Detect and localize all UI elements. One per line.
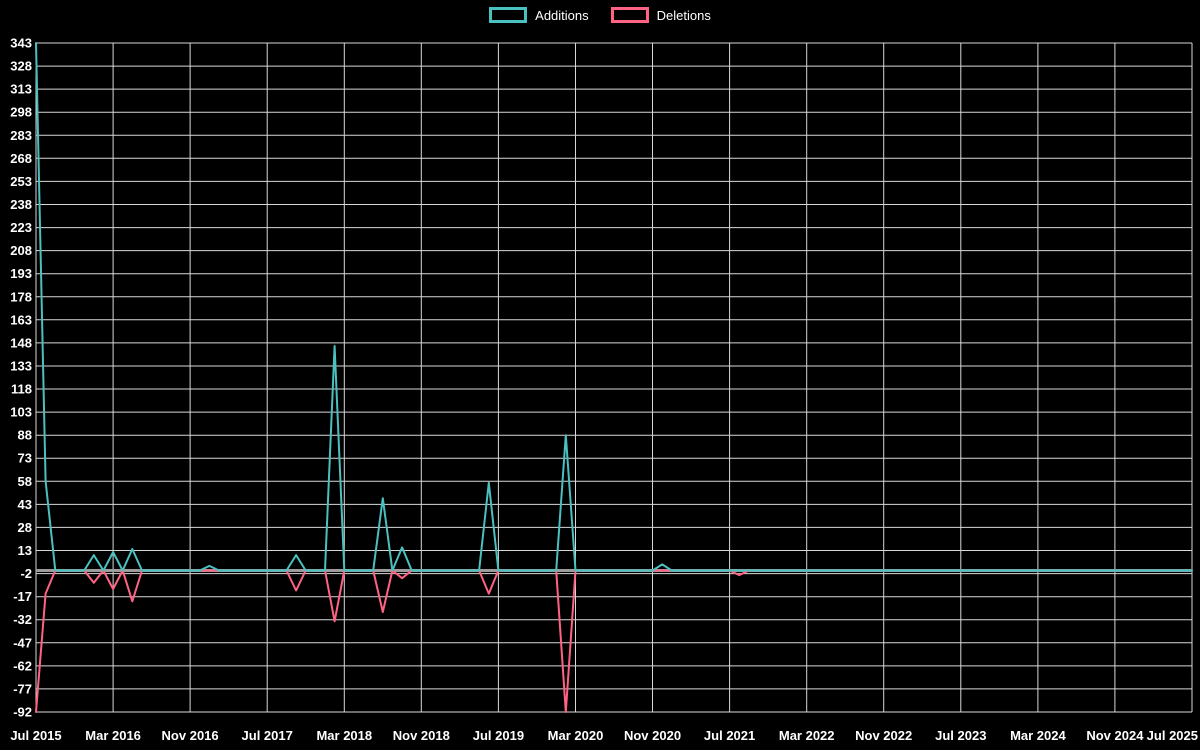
y-tick-label: 88 bbox=[18, 428, 32, 443]
x-tick-label: Nov 2016 bbox=[162, 728, 219, 743]
y-tick-label: 13 bbox=[18, 543, 32, 558]
y-tick-label: 43 bbox=[18, 497, 32, 512]
y-tick-label: 163 bbox=[10, 312, 32, 327]
y-tick-label: -32 bbox=[13, 612, 32, 627]
x-tick-label: Mar 2020 bbox=[548, 728, 604, 743]
y-tick-label: 133 bbox=[10, 359, 32, 374]
y-axis-labels: 343 328 313 298 283 268 253 238 223 208 193 178 163 1… bbox=[10, 36, 32, 720]
y-tick-label: 283 bbox=[10, 128, 32, 143]
series-line-deletions bbox=[35, 569, 1193, 713]
legend-label-additions: Additions bbox=[535, 7, 589, 23]
y-tick-label: -77 bbox=[13, 681, 32, 696]
y-tick-label: 103 bbox=[10, 405, 32, 420]
y-tick-label: 58 bbox=[18, 474, 32, 489]
y-tick-label: 313 bbox=[10, 82, 32, 97]
y-tick-label: 328 bbox=[10, 59, 32, 74]
additions-swatch-icon bbox=[489, 7, 528, 23]
x-tick-label: Nov 2020 bbox=[624, 728, 681, 743]
deletions-swatch-icon bbox=[610, 7, 649, 23]
x-tick-label: Jul 2025 bbox=[1147, 728, 1198, 743]
legend-label-deletions: Deletions bbox=[656, 7, 711, 23]
y-tick-label: 178 bbox=[10, 289, 32, 304]
x-tick-label: Nov 2024 bbox=[1086, 728, 1144, 743]
x-tick-label: Jul 2015 bbox=[10, 728, 61, 743]
x-axis-labels: Jul 2015 Mar 2016 Nov 2016 Jul 2017 Mar 2018… bbox=[10, 728, 1198, 743]
x-tick-label: Jul 2019 bbox=[473, 728, 524, 743]
x-tick-label: Mar 2016 bbox=[85, 728, 141, 743]
x-tick-label: Nov 2018 bbox=[393, 728, 450, 743]
y-tick-label: -92 bbox=[13, 705, 32, 720]
y-tick-label: 28 bbox=[18, 520, 32, 535]
y-tick-label: 193 bbox=[10, 266, 32, 281]
x-tick-label: Jul 2021 bbox=[704, 728, 755, 743]
y-tick-label: -2 bbox=[20, 566, 32, 581]
y-tick-label: -17 bbox=[13, 589, 32, 604]
series-line-additions bbox=[35, 42, 1193, 572]
x-tick-label: Jul 2017 bbox=[242, 728, 293, 743]
x-tick-label: Mar 2024 bbox=[1010, 728, 1066, 743]
y-tick-label: 238 bbox=[10, 197, 32, 212]
y-tick-label: 268 bbox=[10, 151, 32, 166]
x-tick-label: Mar 2022 bbox=[779, 728, 835, 743]
x-tick-label: Mar 2018 bbox=[316, 728, 372, 743]
x-tick-label: Nov 2022 bbox=[855, 728, 912, 743]
y-tick-label: 73 bbox=[18, 451, 32, 466]
legend-item-additions[interactable]: Additions bbox=[489, 7, 589, 23]
y-tick-label: 118 bbox=[11, 382, 32, 397]
y-tick-label: 223 bbox=[10, 220, 32, 235]
legend-item-deletions[interactable]: Deletions bbox=[610, 7, 711, 23]
y-tick-label: 148 bbox=[10, 335, 32, 350]
y-tick-label: 208 bbox=[10, 243, 32, 258]
y-tick-label: -47 bbox=[13, 635, 32, 650]
legend: Additions Deletions bbox=[0, 7, 1200, 23]
gridlines bbox=[35, 42, 1193, 713]
y-tick-label: -62 bbox=[13, 658, 32, 673]
y-tick-label: 253 bbox=[10, 174, 32, 189]
y-tick-label: 343 bbox=[10, 36, 32, 51]
x-tick-label: Jul 2023 bbox=[935, 728, 986, 743]
y-tick-label: 298 bbox=[10, 105, 32, 120]
